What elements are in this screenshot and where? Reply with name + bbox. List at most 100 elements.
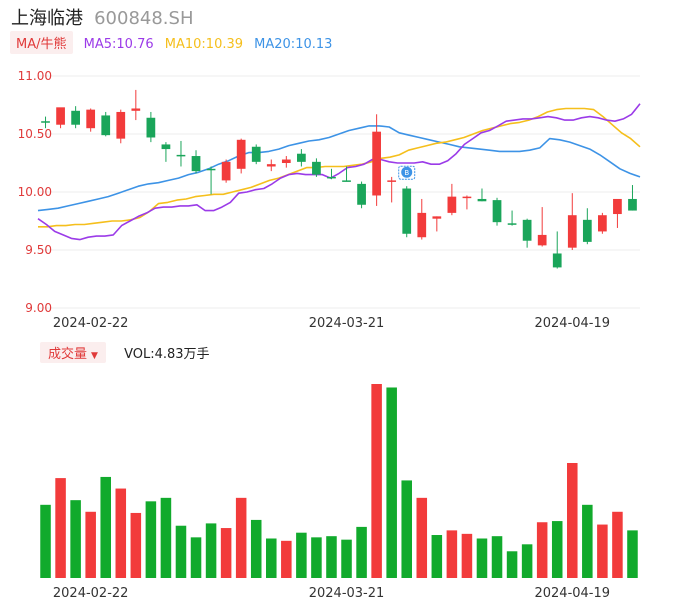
candle <box>41 116 50 129</box>
candle-body <box>507 223 517 225</box>
ma-legend: MA/牛熊 MA5:10.76 MA10:10.39 MA20:10.13 <box>10 31 332 54</box>
volume-date-tick-label: 2024-02-22 <box>53 586 129 601</box>
candle <box>522 218 532 248</box>
candle-body <box>492 200 502 223</box>
price-tick-label: 9.00 <box>25 301 52 315</box>
volume-bar <box>100 476 111 578</box>
candle <box>462 195 472 210</box>
stock-header: 上海临港 600848.SH <box>11 4 194 30</box>
candle-body <box>236 139 246 169</box>
volume-bar <box>296 532 307 578</box>
volume-bar <box>401 480 412 578</box>
candle-body <box>432 216 442 219</box>
candle <box>613 198 622 228</box>
candle-body <box>266 164 276 167</box>
volume-bar <box>627 530 638 578</box>
candle-body <box>101 115 111 136</box>
ma10-legend-label: MA10:10.39 <box>164 37 244 52</box>
candle <box>161 142 171 162</box>
volume-bar <box>567 462 578 578</box>
candle <box>372 114 381 206</box>
price-date-tick-label: 2024-03-21 <box>309 316 385 331</box>
candle <box>598 212 607 234</box>
volume-value: VOL:4.83万手 <box>124 347 210 362</box>
candle <box>387 176 397 203</box>
volume-bar <box>536 522 548 578</box>
candle-body <box>372 131 381 196</box>
candle <box>628 185 637 211</box>
candle <box>297 149 306 167</box>
candle-body <box>552 253 562 268</box>
candle-body <box>71 110 80 125</box>
candle <box>206 166 216 195</box>
volume-date-tick-label: 2024-03-21 <box>309 586 385 601</box>
candle-body <box>206 168 216 171</box>
volume-bar <box>311 537 322 578</box>
volume-bar <box>446 530 458 578</box>
candle <box>357 181 366 209</box>
volume-bar <box>326 536 337 578</box>
stock-name: 上海临港 <box>11 8 83 29</box>
candle <box>582 208 592 245</box>
volume-bar <box>205 523 217 578</box>
candle-body <box>342 180 351 182</box>
candle <box>251 144 261 165</box>
candle-body <box>537 234 547 246</box>
volume-toggle-label: 成交量 <box>48 347 88 362</box>
candle-body <box>357 183 366 205</box>
volume-date-tick-label: 2024-04-19 <box>534 586 610 601</box>
volume-toggle-button[interactable]: 成交量 ▼ <box>40 342 106 363</box>
candle <box>71 106 80 129</box>
candle-body <box>387 180 397 182</box>
volume-bar <box>130 512 142 578</box>
candle-body <box>86 109 96 129</box>
candle-body <box>131 108 141 111</box>
candle-body <box>628 198 637 211</box>
volume-bar <box>266 538 277 578</box>
candle <box>191 150 201 174</box>
candle <box>327 168 336 180</box>
candle-body <box>56 107 65 125</box>
candle-body <box>41 121 50 123</box>
volume-bar <box>597 524 608 578</box>
badge-label: B <box>404 169 409 177</box>
volume-bar <box>190 537 202 578</box>
badge-frame <box>398 165 416 180</box>
candle-body <box>297 153 306 162</box>
volume-bar <box>506 551 518 578</box>
ma5-legend-label: MA5:10.76 <box>83 37 154 52</box>
volume-bar <box>386 387 397 578</box>
candle <box>116 109 126 144</box>
candle-body <box>582 219 592 242</box>
price-tick-label: 11.00 <box>18 69 52 83</box>
volume-bar <box>612 511 623 578</box>
volume-bar <box>175 525 187 578</box>
candle-body <box>176 154 186 157</box>
volume-bar <box>160 497 172 578</box>
candle-body <box>281 159 291 163</box>
candle <box>236 138 246 174</box>
candle-body <box>567 215 577 248</box>
candle-body <box>116 111 126 139</box>
price-date-axis: 2024-02-22 2024-03-21 2024-04-19 <box>53 316 610 331</box>
volume-bar <box>371 384 382 578</box>
candle <box>447 183 457 216</box>
candle <box>552 231 562 269</box>
volume-bar <box>476 538 488 578</box>
candle <box>176 140 186 167</box>
price-axis-ticks: 11.00 10.50 10.00 9.50 9.00 <box>18 69 52 315</box>
candlestick-series <box>41 89 637 269</box>
candle-body <box>221 161 231 181</box>
volume-bar <box>356 526 367 578</box>
candle <box>402 186 412 238</box>
volume-date-axis: 2024-02-22 2024-03-21 2024-04-19 <box>53 586 610 601</box>
candle-body <box>327 176 336 179</box>
ma5-line <box>37 103 641 241</box>
volume-bar <box>115 488 127 578</box>
candle-body <box>417 212 427 238</box>
ma-toggle-button[interactable]: MA/牛熊 <box>10 31 73 54</box>
volume-bar <box>521 544 533 578</box>
volume-bar <box>70 500 81 578</box>
candle <box>86 108 96 132</box>
